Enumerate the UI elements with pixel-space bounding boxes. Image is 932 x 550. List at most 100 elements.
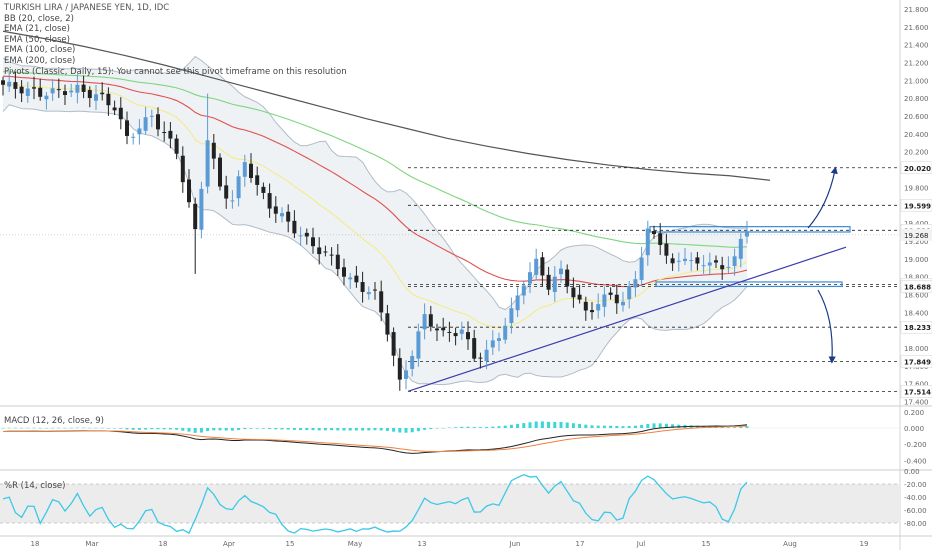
- candle-body: [19, 86, 24, 94]
- wr-band: [0, 484, 900, 523]
- macd-hist-bar: [726, 427, 730, 428]
- candle-body: [515, 295, 520, 311]
- macd-hist-bar: [565, 422, 569, 428]
- macd-hist-bar: [38, 427, 42, 429]
- candle-body: [180, 155, 185, 183]
- candle-body: [162, 132, 167, 134]
- price-tick-label: 20.200: [904, 149, 929, 157]
- macd-hist-bar: [547, 421, 551, 428]
- candle-body: [732, 256, 737, 267]
- macd-hist-bar: [261, 428, 265, 429]
- macd-hist-bar: [429, 428, 433, 430]
- candle-body: [32, 87, 36, 89]
- candle-body: [472, 338, 477, 359]
- candle-body: [676, 260, 681, 262]
- candle-body: [602, 294, 607, 307]
- legend-pivots: Pivots (Classic, Daily, 15): You cannot …: [4, 66, 347, 77]
- macd-hist-bar: [745, 426, 749, 428]
- candle-body: [726, 266, 731, 268]
- macd-hist-bar: [255, 428, 259, 429]
- legend-ema50: EMA (50, close): [4, 34, 70, 45]
- candle-body: [422, 314, 427, 330]
- candle-body: [87, 90, 92, 99]
- macd-hist-bar: [119, 428, 123, 429]
- macd-hist-bar: [193, 428, 197, 433]
- x-tick-label: 19: [860, 540, 869, 548]
- price-tick-label: 21.400: [904, 42, 929, 50]
- candle-body: [639, 257, 644, 280]
- wr-line: [2, 473, 748, 534]
- candle-body: [168, 130, 173, 139]
- macd-hist-bar: [652, 423, 656, 428]
- level-label-box: [900, 355, 932, 368]
- macd-hist-bar: [212, 428, 216, 431]
- wr-tick-label: -60.00: [904, 507, 927, 515]
- candle-body: [683, 258, 687, 262]
- candle-body: [69, 90, 74, 93]
- candle-body: [385, 313, 390, 335]
- level-label: 18.688: [904, 284, 931, 292]
- macd-hist-bar: [733, 427, 737, 428]
- candle-body: [156, 114, 160, 130]
- macd-hist-bar: [311, 428, 315, 431]
- candle-body: [100, 92, 105, 95]
- macd-hist-bar: [292, 428, 296, 430]
- candle-body: [552, 276, 557, 293]
- candle-body: [701, 265, 706, 267]
- macd-hist-bar: [106, 428, 110, 429]
- macd-hist-bar: [559, 421, 563, 428]
- legend-ema100: EMA (100, close): [4, 45, 76, 56]
- candle-body: [373, 289, 377, 291]
- macd-hist-bar: [7, 427, 11, 429]
- candle-body: [503, 325, 508, 340]
- x-tick-label: Jun: [509, 540, 521, 548]
- candle-body: [534, 258, 539, 275]
- x-tick-label: Aug: [783, 540, 797, 548]
- level-label: 17.514: [904, 388, 931, 396]
- price-tick-label: 21.000: [904, 77, 929, 85]
- x-tick-label: 13: [418, 540, 427, 548]
- price-tick-label: 18.600: [904, 291, 929, 299]
- macd-hist-bar: [162, 428, 166, 430]
- price-tick-label: 20.800: [904, 95, 929, 103]
- macd-hist-bar: [664, 423, 668, 428]
- candle-body: [459, 329, 464, 334]
- macd-hist-bar: [472, 427, 476, 428]
- candle-body: [596, 304, 601, 311]
- candle-body: [50, 88, 55, 94]
- macd-hist-bar: [392, 428, 396, 432]
- macd-hist-bar: [596, 425, 600, 428]
- candle-body: [236, 176, 241, 199]
- candle-body: [317, 247, 322, 255]
- x-tick-label: May: [348, 540, 362, 548]
- candle-body: [63, 91, 67, 96]
- current-price-label: 19.268: [904, 232, 929, 240]
- macd-hist-bar: [528, 422, 532, 428]
- macd-hist-bar: [466, 426, 470, 428]
- chart-title: TURKISH LIRA / JAPANESE YEN, 1D, IDC: [4, 3, 170, 13]
- price-tick-label: 18.400: [904, 309, 929, 317]
- macd-hist-bar: [485, 427, 489, 428]
- macd-hist-bar: [237, 428, 241, 430]
- candle-body: [273, 206, 278, 214]
- x-tick-label: Mar: [85, 540, 98, 548]
- x-tick-label: 18: [159, 540, 168, 548]
- candle-body: [205, 140, 210, 187]
- macd-hist-bar: [447, 427, 451, 429]
- macd-hist-bar: [218, 428, 222, 431]
- macd-hist-bar: [590, 425, 594, 428]
- macd-hist-bar: [274, 428, 278, 430]
- level-label: 17.849: [904, 358, 931, 366]
- macd-hist-bar: [373, 428, 377, 431]
- candle-body: [664, 243, 669, 256]
- macd-hist-bar: [379, 428, 383, 431]
- candle-body: [435, 328, 439, 331]
- macd-hist-bar: [175, 428, 179, 430]
- candle-body: [211, 142, 216, 159]
- level-label-box: [900, 385, 932, 398]
- candle-body: [298, 235, 303, 237]
- level-label-box: [900, 199, 932, 212]
- candle-body: [410, 355, 415, 369]
- macd-hist-bar: [305, 428, 309, 431]
